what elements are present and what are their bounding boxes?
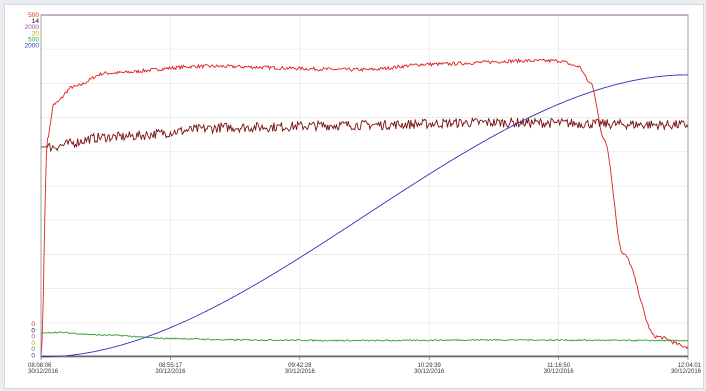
series-line-2 (41, 116, 689, 153)
x-tick-date: 30/12/2016 (155, 369, 186, 375)
x-tick-date: 30/12/2016 (671, 369, 702, 375)
y-axis-max-label: 500 (28, 12, 39, 19)
y-axis-min-label: 0 (31, 327, 35, 334)
y-axis-min-label: 0 (31, 340, 35, 347)
y-axis-max-label: 2000 (25, 43, 40, 50)
y-axis-max-label: 2000 (25, 24, 40, 31)
x-tick-time: 09:42:28 (288, 363, 312, 369)
y-axis-max-label: 500 (28, 36, 39, 43)
x-axis-ticks: 08:08:0630/12/201608:55:1730/12/201609:4… (28, 357, 702, 375)
x-tick-date: 30/12/2016 (28, 369, 59, 375)
y-axis-max-label: 14 (32, 18, 40, 25)
y-axis-min-label: 0 (31, 321, 35, 328)
y-axis-min-label: 0 (31, 334, 35, 341)
plot-border (40, 14, 689, 358)
x-tick-date: 30/12/2016 (544, 369, 575, 375)
y-axes-labels: 500 0 14 0 2000 0 20 0 500 0 2000 0 (25, 12, 40, 360)
x-tick-time: 10:29:39 (418, 363, 442, 369)
x-tick-time: 11:16:50 (547, 363, 571, 369)
series-line-5 (40, 331, 689, 342)
x-tick-time: 08:08:06 (28, 363, 52, 369)
y-axis-max-label: 20 (32, 30, 40, 37)
grid-lines (41, 15, 688, 357)
series-line-6 (41, 74, 688, 358)
x-tick-date: 30/12/2016 (285, 369, 316, 375)
y-axis-min-label: 0 (31, 346, 35, 353)
x-tick-time: 12:04:01 (678, 363, 702, 369)
x-tick-time: 08:55:17 (159, 363, 183, 369)
series-line-1 (40, 57, 689, 358)
y-axis-min-label: 0 (31, 353, 35, 360)
x-tick-date: 30/12/2016 (414, 369, 445, 375)
